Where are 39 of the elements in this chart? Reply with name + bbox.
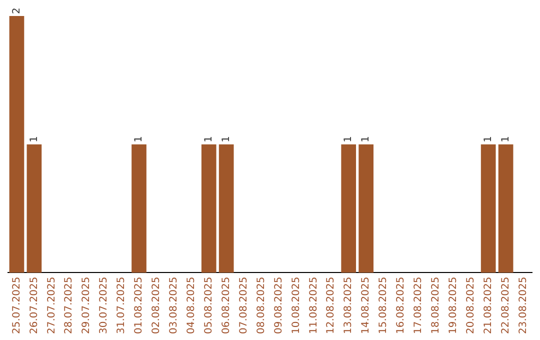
data-label: 1 — [134, 136, 145, 142]
x-tick-label: 07.08.2025 — [238, 276, 250, 334]
x-tick-label: 16.08.2025 — [396, 276, 407, 334]
x-tick-label: 20.08.2025 — [465, 276, 476, 334]
x-tick-label: 25.07.2025 — [11, 276, 22, 334]
x-tick-label: 04.08.2025 — [186, 276, 197, 334]
x-tick-label: 13.08.2025 — [343, 276, 354, 334]
data-label: 1 — [203, 136, 214, 142]
x-tick-label: 15.08.2025 — [378, 276, 390, 334]
data-label: 1 — [343, 136, 354, 142]
x-tick-label: 09.08.2025 — [273, 276, 284, 334]
data-label: 1 — [220, 136, 232, 142]
x-tick-label: 01.08.2025 — [134, 276, 145, 334]
x-tick-label: 30.07.2025 — [98, 276, 110, 334]
data-label: 2 — [11, 8, 22, 14]
x-tick-label: 28.07.2025 — [64, 276, 75, 334]
x-tick-label: 27.07.2025 — [46, 276, 58, 334]
x-tick-label: 29.07.2025 — [81, 276, 92, 334]
x-tick-label: 21.08.2025 — [482, 276, 494, 334]
data-label: 1 — [360, 136, 372, 142]
x-tick-label: 03.08.2025 — [168, 276, 180, 334]
x-tick-label: 22.08.2025 — [500, 276, 512, 334]
x-tick-label: 05.08.2025 — [203, 276, 214, 334]
x-tick-label: 17.08.2025 — [413, 276, 424, 334]
x-tick-label: 14.08.2025 — [360, 276, 372, 334]
x-tick-label: 08.08.2025 — [256, 276, 267, 334]
x-tick-label: 12.08.2025 — [326, 276, 337, 334]
x-tick-label: 26.07.2025 — [28, 276, 40, 334]
data-label: 1 — [482, 136, 494, 142]
x-tick-label: 10.08.2025 — [290, 276, 302, 334]
x-tick-label: 19.08.2025 — [448, 276, 459, 334]
x-tick-label: 31.07.2025 — [116, 276, 128, 334]
data-label: 1 — [28, 136, 40, 142]
x-tick-label: 06.08.2025 — [220, 276, 232, 334]
x-tick-label: 11.08.2025 — [308, 276, 320, 334]
data-label: 1 — [500, 136, 512, 142]
x-tick-label: 18.08.2025 — [430, 276, 442, 334]
x-tick-label: 23.08.2025 — [518, 276, 529, 334]
x-tick-label: 02.08.2025 — [151, 276, 162, 334]
